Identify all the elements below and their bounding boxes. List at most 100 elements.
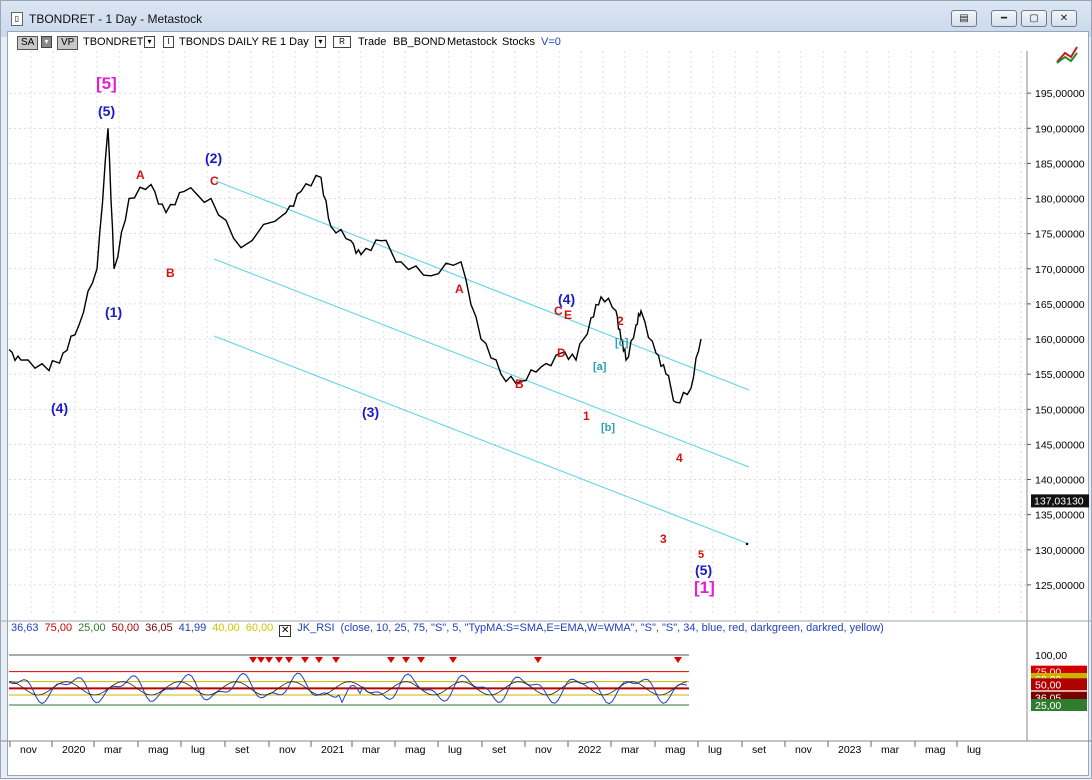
rsi-signal-arrow [301,657,309,663]
symbol-dropdown-icon[interactable]: ▾ [144,36,155,48]
price-tick-label: 135,00000 [1035,510,1085,522]
time-tick-label: nov [795,744,813,756]
price-tick-label: 165,00000 [1035,299,1085,311]
wave-label-sa: [a] [593,361,607,373]
rsi-indicator-params: (close, 10, 25, 75, "S", 5, "TypMA:S=SMA… [340,622,884,634]
wave-label-w5: (5) [98,103,115,119]
channel-line [213,335,750,545]
time-tick-label: lug [967,744,981,756]
rsi-tick-box [1031,678,1087,691]
time-tick-label: mar [362,744,381,756]
chart-grid [9,51,1028,741]
trend-icon-red [1056,46,1078,63]
symbol-label: TBONDRET [83,36,144,48]
price-tick-label: 150,00000 [1035,404,1085,416]
minimize-button[interactable]: ━ [991,10,1017,27]
time-tick-label: nov [535,744,553,756]
price-tick-label: 190,00000 [1035,123,1085,135]
rsi-header-value: 36,63 [11,622,39,634]
rsi-header-value: 36,05 [145,622,173,634]
maximize-button[interactable]: ▢ [1021,10,1047,27]
rsi-header: 36,63 75,00 25,00 50,00 36,05 41,99 40,00 60,00… [11,622,890,637]
rsi-header-value: 25,00 [78,622,106,634]
rsi-header-value: 75,00 [44,622,73,634]
feed-label: BB_BOND [393,36,446,48]
period-dropdown-icon[interactable]: ▾ [315,36,326,48]
wave-label-D2: D [557,346,566,360]
price-tick-label: 160,00000 [1035,334,1085,346]
time-tick-label: 2023 [838,744,862,756]
chart-document-icon: ▯ [11,12,23,26]
time-tick-label: mag [665,744,686,756]
time-tick-label: mag [405,744,426,756]
rsi-signal-arrow [449,657,457,663]
rsi-header-value: 50,00 [111,622,140,634]
rsi-signal-arrow [265,657,273,663]
sa-dropdown-icon[interactable]: ▾ [41,36,52,48]
channel-line [215,180,750,391]
wave-label-w5b: (5) [695,562,712,578]
chart-frame [7,31,1089,776]
time-tick-label: set [752,744,766,756]
rsi-tick-label: 25,00 [1035,700,1061,712]
price-tick-label: 175,00000 [1035,229,1085,241]
price-tick-label: 140,00000 [1035,475,1085,487]
rsi-signal-arrow [402,657,410,663]
rsi-signal-arrow [417,657,425,663]
time-axis: nov 2020 mar mag lug set nov 2021 mar mag lug set no… [1,740,1092,756]
rsi-indicator-name: JK_RSI [297,622,335,634]
rsi-header-value: 41,99 [178,622,207,634]
price-tick-label: 170,00000 [1035,264,1085,276]
time-tick-label: 2021 [321,744,345,756]
price-tick-label: 145,00000 [1035,439,1085,451]
time-tick-label: lug [708,744,722,756]
wave-label-A2: A [455,282,464,296]
rsi-tick-label: 100,00 [1035,650,1067,662]
time-tick-label: nov [20,744,38,756]
time-tick-label: mag [148,744,169,756]
wave-label-sb: [b] [601,422,615,434]
wave-label-B2: B [515,377,524,391]
price-series-line [8,128,702,404]
rsi-signal-arrow [249,657,257,663]
trend-tool-icon [1056,46,1078,64]
time-tick-label: mar [881,744,900,756]
restore-layout-button[interactable]: ▤ [951,10,977,27]
wave-label-E2: E [564,308,572,322]
wave-label-n5: 5 [698,549,704,561]
indicator-button[interactable]: I [163,36,174,48]
wave-label-n3: 3 [660,532,667,546]
rsi-panel: 100,00 75,00 60,00 50,00 36,05 25,00 [1,620,1092,713]
price-tick-label: 155,00000 [1035,369,1085,381]
trade-label: Trade [358,36,387,48]
type-label: Stocks [502,36,536,48]
rsi-signal-arrow [315,657,323,663]
rsi-header-value: 40,00 [212,622,240,634]
wave-label-n1: 1 [583,409,590,423]
vp-button[interactable]: VP [57,36,79,50]
wave-label-w4b: (4) [558,291,575,307]
channel-line [213,258,750,468]
wave-label-w3: (3) [362,404,379,420]
close-button[interactable]: ✕ [1051,10,1077,27]
wave-label-n2: 2 [617,314,624,328]
volume-label: V=0 [541,36,561,48]
rsi-signal-line [8,681,688,696]
price-tick-label: 185,00000 [1035,158,1085,170]
price-tick-label: 125,00000 [1035,580,1085,592]
wave-label-C1: C [210,174,219,188]
rsi-header-value: 60,00 [245,622,274,634]
trend-channels [213,180,750,545]
wave-label-w1: (1) [105,304,122,320]
time-tick-label: set [235,744,249,756]
r-button[interactable]: R [333,36,351,48]
description-label: TBONDS DAILY RE [179,36,278,48]
wave-label-bottom1: [1] [694,578,715,597]
rsi-close-icon[interactable]: ✕ [279,625,292,637]
time-tick-label: set [492,744,506,756]
sa-button[interactable]: SA [17,36,39,50]
rsi-series-line [8,672,688,705]
rsi-signal-arrow [387,657,395,663]
